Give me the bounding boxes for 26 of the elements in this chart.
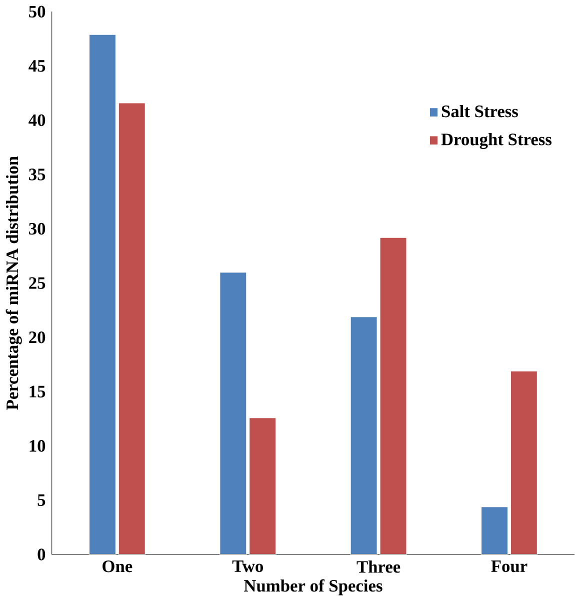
x-tick-label: One: [102, 560, 132, 572]
y-axis-title: Percentage of miRNA distribution: [6, 156, 22, 410]
y-tick-label: 45: [28, 60, 46, 72]
x-axis-title: Number of Species: [244, 579, 382, 596]
x-tick-label: Two: [232, 560, 264, 572]
bar: [219, 272, 248, 554]
y-tick-label: 0: [38, 548, 46, 560]
bar: [88, 34, 116, 554]
bar: [350, 316, 378, 554]
bar: [510, 370, 538, 554]
y-tick-label: 15: [30, 386, 46, 398]
legend-label: Drought Stress: [441, 133, 552, 149]
bar: [118, 102, 146, 554]
y-tick-label: 35: [29, 168, 46, 180]
y-tick-label: 40: [28, 114, 46, 126]
x-tick-label: Four: [491, 560, 528, 572]
y-tick-label: 5: [38, 494, 46, 506]
y-tick-label: 25: [29, 277, 46, 289]
y-tick-label: 10: [30, 440, 46, 452]
x-tick-label: Three: [356, 560, 400, 573]
legend-label: Salt Stress: [442, 105, 518, 118]
y-tick-label: 30: [29, 222, 46, 235]
bar: [248, 417, 276, 554]
y-tick-label: 20: [29, 331, 46, 344]
y-tick-label: 50: [29, 6, 46, 18]
bar: [380, 237, 408, 554]
